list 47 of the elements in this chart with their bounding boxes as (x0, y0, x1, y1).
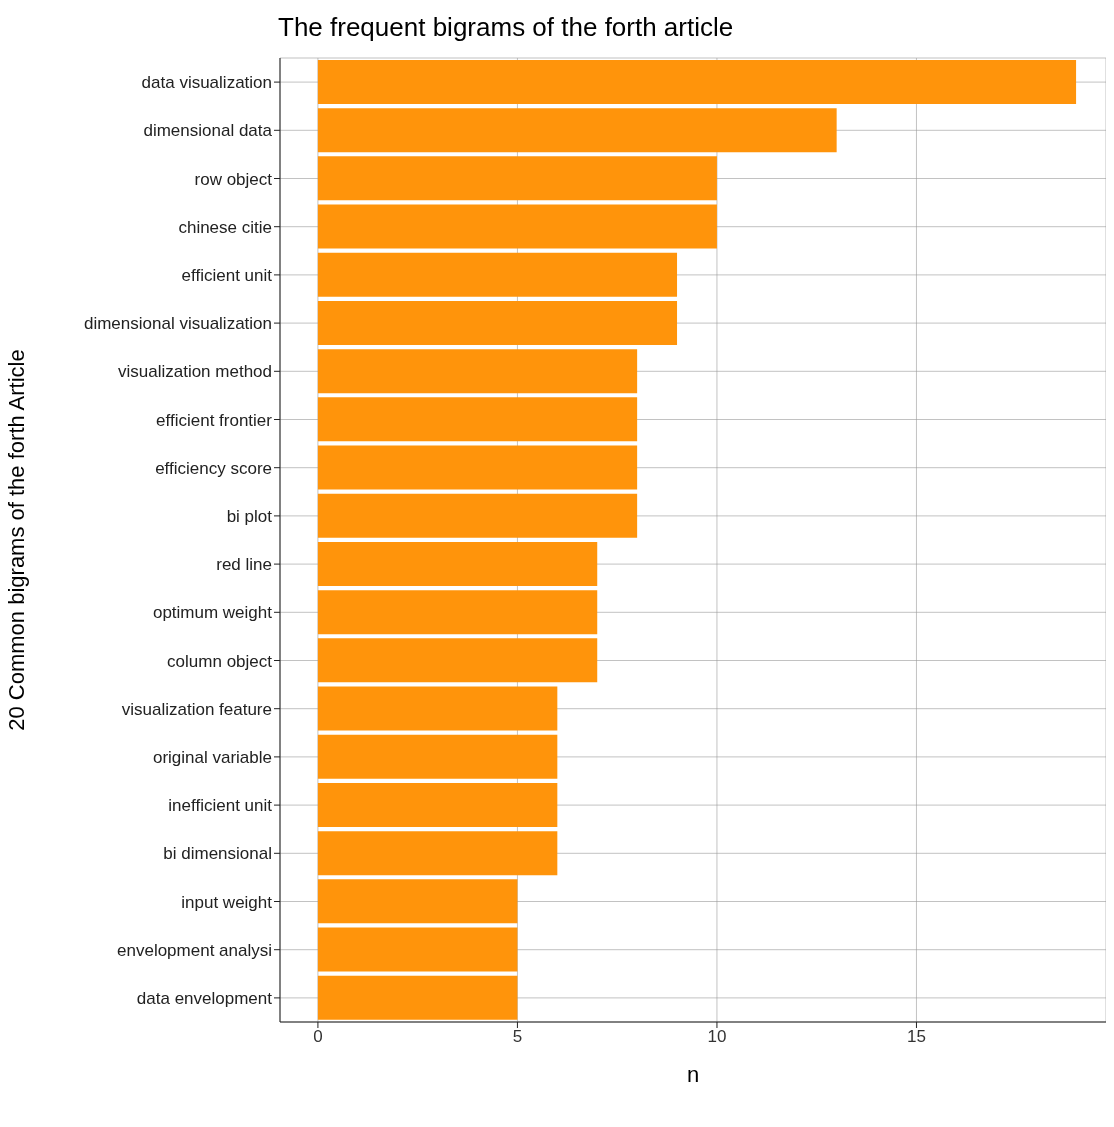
chart-title: The frequent bigrams of the forth article (277, 11, 735, 44)
x-axis-title: n (686, 1062, 700, 1087)
bar (317, 686, 558, 731)
y-tick-label: input weight (181, 892, 273, 912)
y-tick-label: inefficient unit (168, 796, 273, 816)
bar (317, 204, 717, 249)
bar (317, 252, 678, 297)
x-tick-label: 10 (707, 1027, 727, 1047)
bar (317, 638, 598, 683)
y-tick-label: data envelopment (136, 988, 273, 1008)
y-tick-label: envelopment analysi (117, 940, 272, 960)
y-tick-label: efficient unit (181, 265, 273, 285)
bar (317, 108, 837, 153)
y-tick-label: dimensional visualization (83, 314, 272, 334)
y-tick-label: optimum weight (152, 603, 273, 623)
bar (317, 397, 638, 442)
bar (317, 734, 558, 779)
y-tick-label: chinese citie (178, 217, 272, 237)
bar (317, 782, 558, 827)
y-tick-label: dimensional data (143, 121, 273, 141)
x-tick-label: 5 (512, 1027, 523, 1047)
y-tick-label: visualization feature (121, 699, 272, 719)
y-axis-title: 20 Common bigrams of the forth Article (3, 349, 29, 731)
bar (317, 975, 518, 1020)
bar (317, 879, 518, 924)
bar (317, 445, 638, 490)
y-tick-label: bi plot (226, 506, 273, 526)
x-tick-label: 15 (907, 1027, 926, 1047)
bar (317, 59, 1077, 104)
y-tick-label: data visualization (141, 73, 272, 93)
y-tick-label: original variable (152, 747, 272, 767)
y-tick-label: efficiency score (155, 458, 272, 478)
y-tick-label: bi dimensional (163, 844, 272, 864)
bar (317, 493, 638, 538)
x-tick-label: 0 (313, 1027, 323, 1047)
y-tick-label: row object (194, 169, 273, 189)
bar (317, 927, 518, 972)
y-tick-label: visualization method (117, 362, 272, 382)
bar (317, 831, 558, 876)
y-tick-label: red line (216, 555, 272, 575)
bar (317, 156, 717, 201)
y-tick-label: column object (167, 651, 273, 671)
bar (317, 590, 598, 635)
bar (317, 349, 638, 394)
y-tick-label: efficient frontier (156, 410, 273, 430)
bar (317, 300, 678, 345)
bar (317, 541, 598, 586)
